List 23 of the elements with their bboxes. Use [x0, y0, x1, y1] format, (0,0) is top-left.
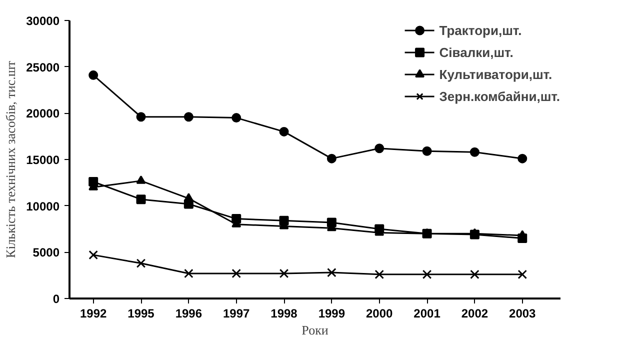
y-axis-title: Кількість технічних засобів, тис.шт: [3, 60, 18, 258]
y-tick-label: 5000: [32, 246, 60, 260]
x-axis-title: Роки: [302, 322, 328, 338]
legend-label: Культиватори,шт.: [439, 66, 552, 82]
legend-label: Сівалки,шт.: [439, 44, 514, 60]
x-tick-label: 1997: [222, 306, 250, 320]
x-tick-label: 2002: [461, 306, 488, 320]
x-tick-label: 1996: [175, 306, 202, 320]
x-tick-label: 1998: [270, 306, 298, 320]
y-tick-label: 0: [52, 292, 60, 306]
x-tick-label: 2003: [509, 306, 536, 320]
legend-label: Зерн.комбайни,шт.: [439, 88, 560, 104]
x-tick-label: 1995: [128, 306, 155, 320]
x-tick-label: 1999: [318, 306, 346, 320]
x-tick-label: 2001: [414, 306, 441, 320]
y-tick-label: 10000: [26, 199, 60, 214]
x-tick-label: 2000: [366, 306, 394, 320]
legend-label: Трактори,шт.: [439, 22, 522, 38]
y-tick-label: 30000: [26, 14, 60, 28]
y-tick-label: 25000: [26, 60, 60, 74]
x-tick-label: 1992: [80, 306, 108, 320]
y-tick-label: 15000: [26, 153, 60, 167]
y-tick-label: 20000: [26, 106, 60, 121]
